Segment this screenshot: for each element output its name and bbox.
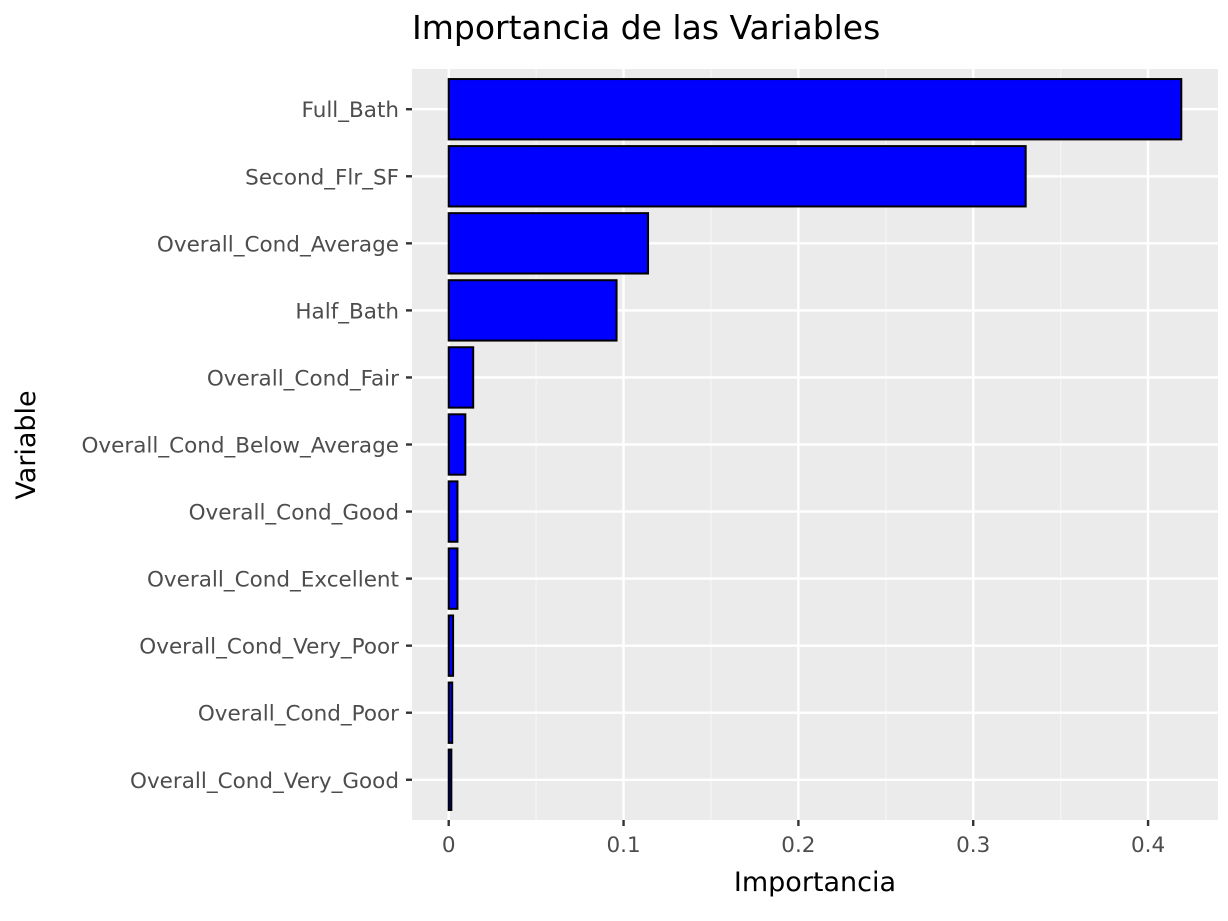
bars [447,78,1183,811]
x-tick-label: 0.2 [781,833,815,858]
y-tick-label: Second_Flr_SF [245,165,399,190]
y-tick-label: Overall_Cond_Fair [207,366,399,391]
y-axis-title: Variable [11,390,42,499]
y-tick-label: Overall_Cond_Below_Average [81,434,399,459]
bar-second-flr-sf [447,145,1027,208]
x-tick-label: 0.1 [606,833,640,858]
y-tick-label: Overall_Cond_Good [189,501,399,526]
bar-overall-cond-poor [447,681,454,744]
x-tick-label: 0.3 [956,833,990,858]
bar-overall-cond-very-good [447,748,453,811]
bar-overall-cond-very-poor [447,614,455,677]
y-tick-label: Full_Bath [302,98,400,123]
bar-overall-cond-below-average [447,413,467,476]
y-axis: Full_Bath Second_Flr_SF Overall_Cond_Avera… [81,98,412,794]
bar-full-bath [447,78,1183,141]
bar-overall-cond-good [447,480,459,543]
y-tick-label: Overall_Cond_Average [157,232,399,257]
x-axis-title: Importancia [734,867,896,898]
x-axis: 0 0.1 0.2 0.3 0.4 [442,820,1165,858]
chart-title: Importancia de las Variables [412,8,880,47]
bar-overall-cond-excellent [447,547,459,610]
bar-overall-cond-fair [447,346,475,409]
y-tick-label: Overall_Cond_Excellent [147,568,399,593]
x-tick-label: 0.4 [1131,833,1165,858]
bar-overall-cond-average [447,212,650,275]
x-tick-label: 0 [442,833,456,858]
bar-half-bath [447,279,618,342]
y-tick-label: Half_Bath [295,299,399,324]
y-tick-label: Overall_Cond_Very_Poor [139,635,399,660]
y-tick-label: Overall_Cond_Poor [198,702,399,727]
y-tick-label: Overall_Cond_Very_Good [130,769,399,794]
